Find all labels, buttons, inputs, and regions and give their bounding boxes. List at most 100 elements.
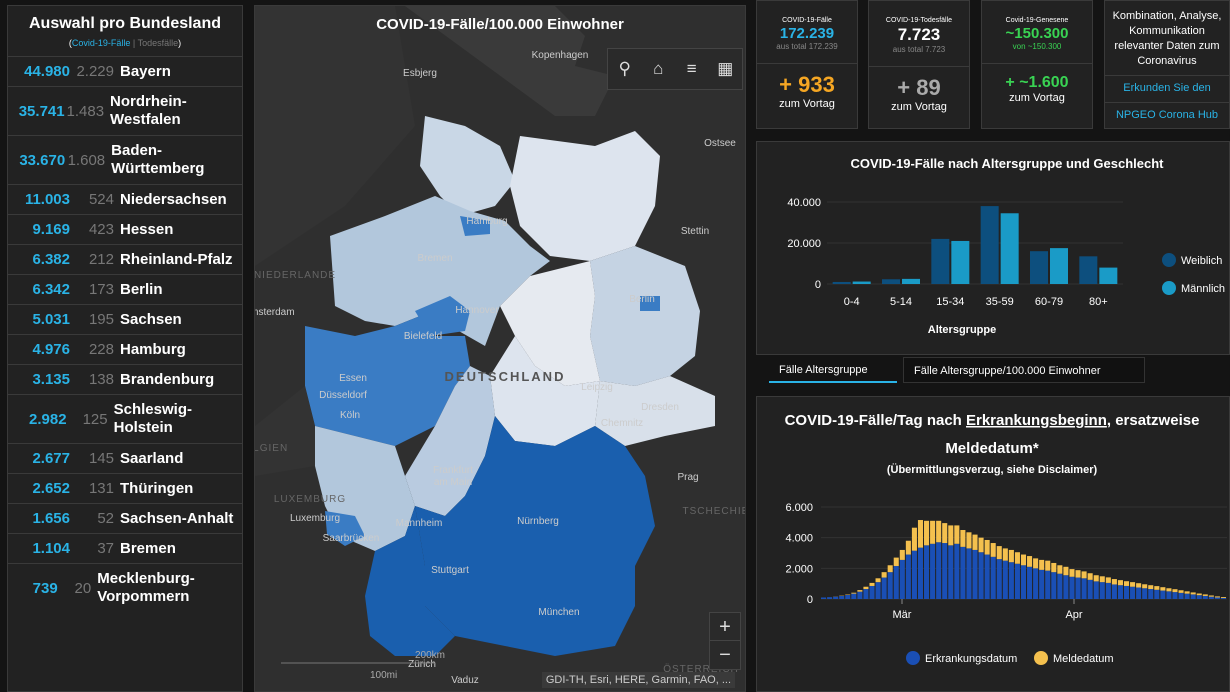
- daily-bar-report[interactable]: [996, 546, 1002, 560]
- daily-bar-onset[interactable]: [1142, 588, 1148, 599]
- daily-bar-onset[interactable]: [869, 585, 875, 599]
- daily-bar-onset[interactable]: [924, 545, 930, 599]
- age-bar[interactable]: [902, 278, 920, 284]
- region-schleswig-holstein[interactable]: [420, 116, 515, 216]
- daily-bar-report[interactable]: [954, 525, 960, 544]
- bundesland-row[interactable]: 44.980 2.229 Bayern: [8, 56, 242, 86]
- daily-bar-onset[interactable]: [1190, 594, 1196, 599]
- daily-bar-report[interactable]: [1087, 573, 1093, 580]
- daily-bar-onset[interactable]: [1045, 570, 1051, 599]
- daily-bar-onset[interactable]: [1027, 566, 1033, 599]
- tab-faelle-altersgruppe[interactable]: Fälle Altersgruppe: [769, 357, 897, 383]
- daily-bar-report[interactable]: [1014, 552, 1020, 564]
- qr-icon[interactable]: ▦: [717, 59, 734, 78]
- daily-bar-onset[interactable]: [1208, 596, 1214, 599]
- daily-bar-report[interactable]: [893, 557, 899, 567]
- daily-bar-report[interactable]: [1045, 560, 1051, 571]
- daily-bar-onset[interactable]: [881, 577, 887, 599]
- daily-bar-report[interactable]: [1190, 592, 1196, 595]
- daily-bar-onset[interactable]: [893, 566, 899, 599]
- daily-bar-onset[interactable]: [845, 595, 851, 599]
- daily-bar-onset[interactable]: [942, 543, 948, 599]
- daily-bar-onset[interactable]: [1160, 590, 1166, 599]
- daily-bar-onset[interactable]: [996, 559, 1002, 599]
- daily-bar-report[interactable]: [1148, 585, 1154, 590]
- daily-bar-report[interactable]: [978, 537, 984, 553]
- daily-bar-onset[interactable]: [936, 542, 942, 599]
- daily-bar-onset[interactable]: [1196, 595, 1202, 599]
- daily-bar-onset[interactable]: [827, 597, 833, 599]
- daily-bar-report[interactable]: [1039, 559, 1045, 570]
- daily-bar-report[interactable]: [1214, 596, 1220, 598]
- daily-bar-report[interactable]: [1057, 565, 1063, 574]
- region-mecklenburg-vorpommern[interactable]: [510, 131, 660, 261]
- daily-bar-report[interactable]: [1136, 583, 1142, 588]
- daily-bar-report[interactable]: [1020, 554, 1027, 566]
- daily-bar-report[interactable]: [1069, 569, 1075, 577]
- search-icon[interactable]: ⚲: [618, 59, 631, 78]
- daily-bar-onset[interactable]: [966, 548, 972, 599]
- daily-bar-report[interactable]: [917, 520, 924, 548]
- daily-bar-report[interactable]: [924, 520, 930, 546]
- daily-bar-onset[interactable]: [905, 554, 911, 599]
- daily-bar-report[interactable]: [1105, 577, 1111, 583]
- region-saarland[interactable]: [325, 511, 365, 546]
- daily-bar-onset[interactable]: [948, 545, 954, 599]
- daily-bar-onset[interactable]: [1039, 569, 1045, 599]
- bundesland-row[interactable]: 9.169 423 Hessen: [8, 214, 242, 244]
- daily-bar-report[interactable]: [1081, 571, 1087, 579]
- age-bar[interactable]: [1099, 267, 1118, 284]
- daily-bar-report[interactable]: [1075, 570, 1081, 578]
- daily-bar-onset[interactable]: [1154, 589, 1160, 599]
- bundesland-row[interactable]: 35.741 1.483 Nordrhein-Westfalen: [8, 86, 242, 135]
- bundesland-row[interactable]: 11.003 524 Niedersachsen: [8, 184, 242, 214]
- bundesland-row[interactable]: 6.382 212 Rheinland-Pfalz: [8, 244, 242, 274]
- bundesland-row[interactable]: 6.342 173 Berlin: [8, 274, 242, 304]
- daily-bar-onset[interactable]: [887, 572, 893, 599]
- age-bar[interactable]: [882, 279, 900, 284]
- daily-bar-onset[interactable]: [899, 559, 905, 599]
- daily-bar-report[interactable]: [869, 582, 875, 586]
- bundesland-row[interactable]: 33.670 1.608 Baden-Württemberg: [8, 135, 242, 184]
- daily-bar-report[interactable]: [1220, 597, 1226, 598]
- daily-bar-report[interactable]: [1196, 593, 1202, 596]
- daily-bar-onset[interactable]: [1087, 579, 1093, 599]
- daily-bar-onset[interactable]: [1130, 586, 1136, 599]
- tab-faelle-altersgruppe-100k[interactable]: Fälle Altersgruppe/100.000 Einwohner: [903, 357, 1145, 383]
- daily-bar-report[interactable]: [966, 532, 972, 549]
- daily-bar-onset[interactable]: [984, 554, 990, 599]
- daily-bar-onset[interactable]: [839, 595, 845, 599]
- region-sachsen[interactable]: [595, 376, 715, 446]
- bundesland-row[interactable]: 2.982 125 Schleswig-Holstein: [8, 394, 242, 443]
- bundesland-row[interactable]: 4.976 228 Hamburg: [8, 334, 242, 364]
- daily-bar-report[interactable]: [863, 586, 869, 590]
- daily-bar-report[interactable]: [1166, 588, 1172, 592]
- daily-bar-report[interactable]: [1027, 556, 1033, 567]
- daily-bar-onset[interactable]: [1123, 585, 1130, 599]
- daily-bar-onset[interactable]: [1014, 563, 1020, 599]
- daily-bar-report[interactable]: [984, 539, 990, 555]
- daily-bar-report[interactable]: [1117, 580, 1123, 586]
- age-bar[interactable]: [980, 206, 999, 284]
- daily-bar-onset[interactable]: [1002, 560, 1008, 599]
- daily-bar-onset[interactable]: [1111, 584, 1117, 599]
- daily-bar-report[interactable]: [1093, 575, 1099, 582]
- daily-bar-report[interactable]: [899, 549, 905, 560]
- daily-bar-report[interactable]: [1099, 576, 1105, 583]
- bundesland-row[interactable]: 2.652 131 Thüringen: [8, 473, 242, 503]
- daily-bar-report[interactable]: [875, 578, 881, 583]
- daily-bar-onset[interactable]: [1033, 568, 1039, 599]
- daily-bar-onset[interactable]: [1178, 592, 1184, 599]
- region-brandenburg[interactable]: [590, 246, 700, 386]
- age-bar[interactable]: [931, 238, 950, 284]
- daily-bar-report[interactable]: [1202, 594, 1208, 596]
- daily-bar-onset[interactable]: [1172, 592, 1178, 599]
- daily-bar-onset[interactable]: [917, 547, 924, 599]
- daily-bar-onset[interactable]: [1214, 597, 1220, 599]
- region-hamburg[interactable]: [460, 216, 490, 236]
- region-bayern[interactable]: [415, 416, 655, 656]
- daily-bar-report[interactable]: [948, 525, 954, 546]
- daily-bar-onset[interactable]: [857, 591, 863, 599]
- daily-bar-report[interactable]: [1002, 548, 1008, 561]
- region-hessen[interactable]: [405, 366, 495, 516]
